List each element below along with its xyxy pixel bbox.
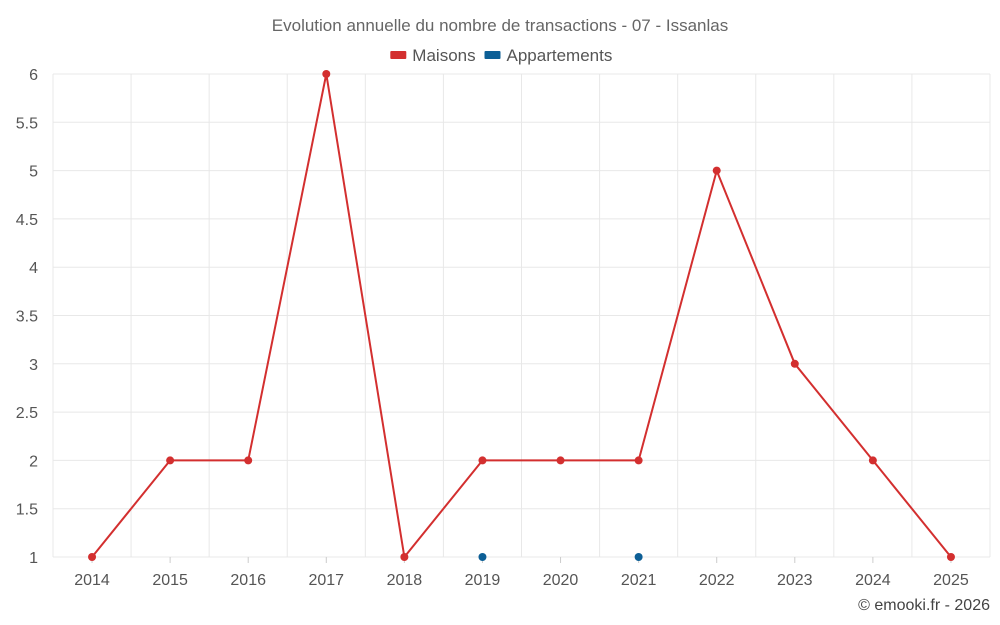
x-tick-label: 2014 — [74, 572, 110, 589]
legend-swatch — [484, 51, 501, 59]
x-tick-label: 2021 — [621, 572, 657, 589]
x-tick-label: 2017 — [308, 572, 344, 589]
maisons-point — [400, 553, 409, 561]
maisons-point — [556, 456, 565, 465]
appartements-point — [478, 553, 487, 561]
maisons-point — [790, 359, 799, 368]
chart-title: Evolution annuelle du nombre de transact… — [272, 16, 728, 35]
x-tick-label: 2024 — [855, 572, 891, 589]
x-tick-label: 2019 — [465, 572, 501, 589]
maisons-point — [634, 456, 643, 465]
maisons-line — [91, 73, 952, 560]
x-tick-label: 2020 — [543, 572, 579, 589]
maisons-point — [946, 553, 955, 561]
legend-swatch — [390, 51, 407, 59]
legend-label: Appartements — [507, 46, 613, 65]
maisons-point — [166, 456, 175, 465]
legend-item-appartements: Appartements — [484, 46, 613, 65]
x-tick-label: 2016 — [230, 572, 266, 589]
maisons-point — [868, 456, 877, 465]
y-tick-label: 1 — [29, 550, 38, 567]
legend: Maisons Appartements — [390, 46, 612, 65]
x-tick-label: 2015 — [152, 572, 188, 589]
y-tick-label: 2.5 — [16, 405, 38, 422]
y-tick-label: 1.5 — [16, 502, 38, 519]
y-tick-label: 5 — [29, 164, 38, 181]
maisons-point — [88, 553, 97, 561]
x-tick-label: 2025 — [933, 572, 969, 589]
legend-label: Maisons — [412, 46, 475, 65]
maisons-point — [478, 456, 487, 465]
y-tick-label: 3 — [29, 357, 38, 374]
maisons-point — [712, 166, 721, 175]
series-layer — [88, 70, 955, 561]
x-tick-label: 2018 — [387, 572, 423, 589]
y-tick-label: 5.5 — [16, 115, 38, 132]
appartements-point — [634, 553, 643, 561]
y-tick-label: 4 — [29, 260, 38, 277]
y-tick-label: 4.5 — [16, 212, 38, 229]
x-tick-label: 2023 — [777, 572, 813, 589]
x-tick-label: 2022 — [699, 572, 735, 589]
y-tick-label: 6 — [29, 67, 38, 84]
y-axis: 1 1.5 2 2.5 3 3.5 4 4.5 5 5.5 6 — [16, 67, 38, 567]
y-tick-label: 2 — [29, 453, 38, 470]
x-axis: 2014 2015 2016 2017 2018 2019 2020 2021 2022 2023… — [74, 557, 969, 589]
maisons-point — [244, 456, 253, 465]
maisons-point — [322, 70, 331, 78]
legend-item-maisons: Maisons — [390, 46, 476, 65]
grid-lines — [52, 73, 991, 558]
y-tick-label: 3.5 — [16, 309, 38, 326]
credit-text: © emooki.fr - 2026 — [858, 597, 990, 614]
